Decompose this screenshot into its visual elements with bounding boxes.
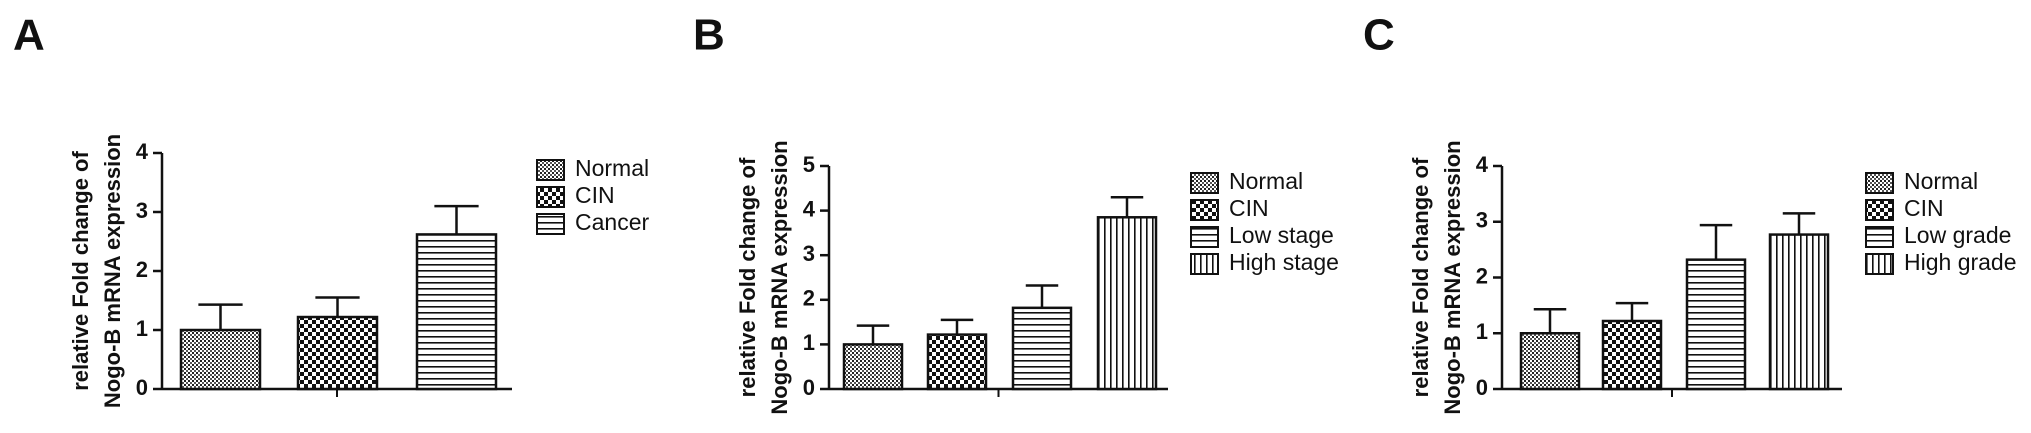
legend-label: Low grade	[1904, 222, 2011, 248]
y-axis-label: relative Fold change of	[735, 157, 760, 397]
panel-letter: A	[13, 11, 45, 60]
y-axis-label: Nogo-B mRNA expression	[100, 134, 125, 408]
bar	[1601, 319, 1663, 391]
legend-label: CIN	[1904, 195, 1944, 221]
y-axis-label: relative Fold change of	[1408, 157, 1433, 397]
y-tick-label: 3	[1476, 208, 1488, 233]
bar	[179, 328, 262, 391]
y-tick-label: 4	[1476, 152, 1489, 177]
y-tick-label: 1	[136, 316, 148, 341]
bar	[1519, 332, 1581, 391]
y-tick-label: 4	[136, 139, 149, 164]
legend-label: Cancer	[575, 209, 649, 235]
y-tick-label: 3	[803, 241, 815, 266]
legend-label: Normal	[1229, 168, 1303, 194]
y-tick-label: 2	[803, 286, 815, 311]
y-tick-label: 0	[136, 375, 148, 400]
bar	[1096, 216, 1158, 391]
y-axis-label: relative Fold change of	[68, 151, 93, 391]
bar	[1685, 258, 1747, 391]
y-axis-label: Nogo-B mRNA expression	[767, 140, 792, 414]
legend-swatch	[536, 213, 565, 235]
bar	[842, 343, 904, 391]
legend-swatch	[1190, 172, 1219, 194]
y-tick-label: 0	[1476, 375, 1488, 400]
bar	[296, 315, 379, 391]
y-tick-label: 0	[803, 375, 815, 400]
legend-label: CIN	[1229, 195, 1269, 221]
y-tick-label: 3	[136, 198, 148, 223]
y-axis-label: Nogo-B mRNA expression	[1440, 140, 1465, 414]
legend-label: Normal	[1904, 168, 1978, 194]
bar	[1768, 233, 1830, 391]
y-tick-label: 1	[803, 330, 815, 355]
bar	[415, 233, 498, 391]
legend-label: Normal	[575, 155, 649, 181]
bar	[1011, 306, 1073, 391]
legend-label: Low stage	[1229, 222, 1334, 248]
legend-swatch	[1865, 199, 1894, 221]
legend-swatch	[1865, 253, 1894, 275]
legend-swatch	[1865, 226, 1894, 248]
legend-label: High stage	[1229, 249, 1339, 275]
bar	[926, 333, 988, 391]
y-tick-label: 5	[803, 152, 815, 177]
panel-letter: C	[1363, 11, 1395, 60]
y-tick-label: 2	[1476, 263, 1488, 288]
y-tick-label: 4	[803, 196, 816, 221]
legend-label: CIN	[575, 182, 615, 208]
legend-swatch	[1190, 253, 1219, 275]
legend-swatch	[536, 159, 565, 181]
legend-label: High grade	[1904, 249, 2017, 275]
legend-swatch	[1190, 199, 1219, 221]
legend-swatch	[1865, 172, 1894, 194]
legend-swatch	[536, 186, 565, 208]
y-tick-label: 1	[1476, 319, 1488, 344]
panel-letter: B	[693, 11, 725, 60]
legend-swatch	[1190, 226, 1219, 248]
y-tick-label: 2	[136, 257, 148, 282]
